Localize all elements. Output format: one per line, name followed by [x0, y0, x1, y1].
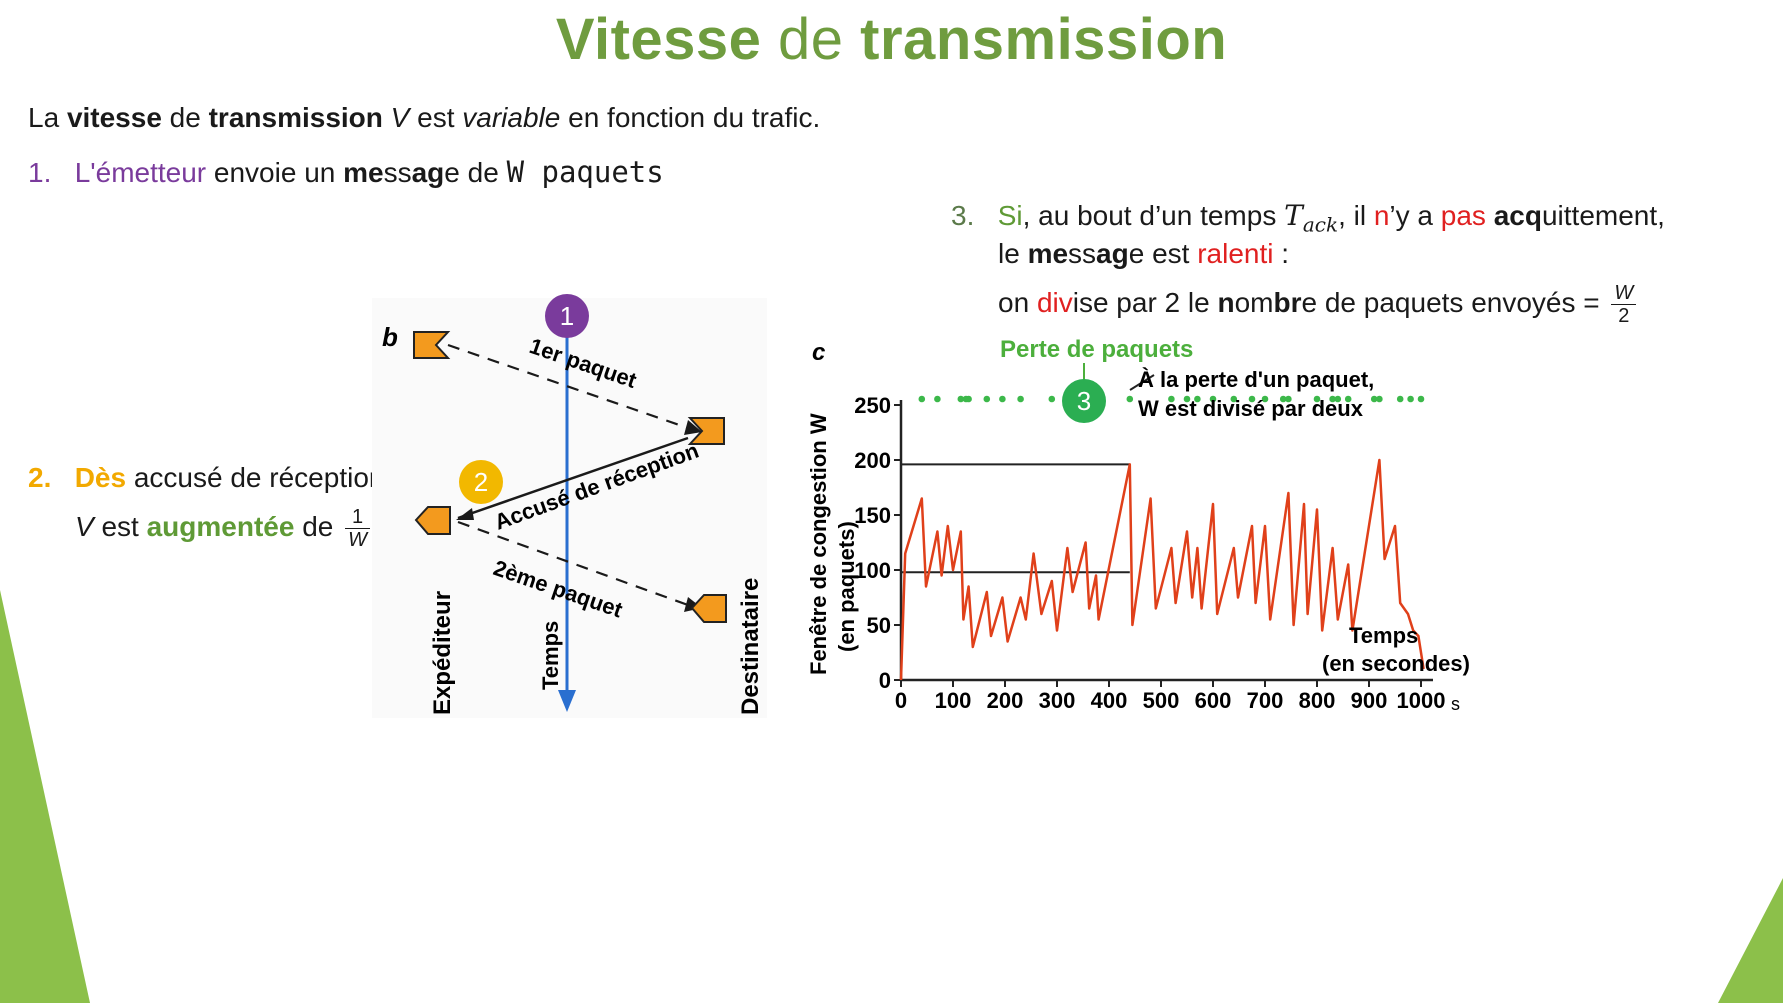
loss-dot	[1248, 395, 1256, 403]
loss-dot	[1230, 395, 1238, 403]
loss-dot	[1209, 395, 1217, 403]
y-tick-label: 250	[854, 393, 891, 418]
reference-lines	[901, 463, 1130, 574]
y-tick-label: 150	[854, 503, 891, 528]
loss-dot	[1396, 395, 1404, 403]
badge-step-2: 2	[459, 460, 503, 504]
sender-flag-1	[413, 331, 451, 359]
x-tick-label: 500	[1143, 688, 1180, 713]
green-corner-left	[0, 590, 90, 1003]
step-2-line-1: 2. Dès accusé de réception,	[28, 462, 393, 493]
step-3-line-1: 3. Si, au bout d’un temps Tack, il n’y a…	[951, 199, 1665, 237]
loss-dot	[1329, 395, 1336, 403]
badge-step-3: 3	[1062, 379, 1106, 423]
step-1: 1. L'émetteur envoie un message de W paq…	[28, 155, 664, 189]
loss-dot	[965, 395, 972, 403]
y-axis-label-line-2: (en paquets)	[834, 521, 859, 652]
green-corner-right	[1718, 878, 1783, 1003]
sender-label: Expéditeur	[429, 591, 456, 715]
loss-dot	[1194, 395, 1201, 403]
x-tick-label: 300	[1039, 688, 1076, 713]
chart-axes	[899, 400, 1433, 682]
first-packet-arrowhead	[684, 420, 702, 435]
annotation-pointer	[1129, 374, 1155, 391]
page-title: Vitesse de transmission	[555, 7, 1228, 72]
ack-line	[457, 436, 689, 520]
loss-dot	[999, 395, 1006, 403]
panel-letter-b: b	[382, 322, 398, 352]
packet-loss-label: Perte de paquets	[1000, 336, 1193, 363]
time-arrow-head	[558, 690, 576, 712]
y-tick-label: 100	[854, 558, 891, 583]
loss-dot	[983, 395, 991, 403]
x-tick-label: 0	[895, 688, 907, 713]
congestion-window-series	[899, 458, 1425, 681]
loss-dot	[1285, 395, 1292, 403]
panel-letter-c: c	[812, 339, 825, 366]
congestion-window-chart: c Fenêtre de congestion W (en paquets) P…	[806, 336, 1470, 714]
annotation-line-1: À la perte d'un paquet,	[1138, 367, 1374, 392]
y-tick-label: 200	[854, 448, 891, 473]
chart-ticks: 0 100 200 300 400 500 600 700 800 900 1000 s 0 50 100 1…	[854, 393, 1460, 714]
x-tick-label: 800	[1299, 688, 1336, 713]
x-tick-label: 200	[987, 688, 1024, 713]
x-axis-label-line-1: Temps	[1349, 623, 1418, 648]
ack-arrowhead	[456, 508, 474, 520]
x-tick-label: 900	[1351, 688, 1388, 713]
receiver-label: Destinataire	[737, 578, 764, 715]
loss-dot	[1126, 395, 1134, 403]
loss-dot	[1344, 395, 1352, 403]
loss-dot	[1017, 395, 1024, 403]
x-tick-label: 700	[1247, 688, 1284, 713]
annotation-line-2: W est divisé par deux	[1138, 396, 1364, 421]
step-3-line-3: on divise par 2 le nombre de paquets env…	[998, 282, 1637, 327]
y-axis-label-line-1: Fenêtre de congestion W	[806, 413, 831, 675]
loss-dot	[918, 395, 926, 403]
first-packet-line	[447, 343, 689, 430]
packet-exchange-diagram: b 1er paquet Accusé de réception 2ème pa…	[372, 298, 767, 718]
sender-flag-2	[414, 506, 451, 535]
step-3-line-2: le message est ralenti :	[998, 238, 1290, 269]
loss-dot	[934, 395, 941, 403]
loss-dot	[1279, 395, 1287, 403]
loss-dot	[957, 395, 965, 403]
badge-step-1: 1	[545, 294, 589, 338]
x-tick-label: 100	[935, 688, 972, 713]
loss-dot	[1313, 395, 1321, 403]
loss-dot	[1376, 395, 1383, 403]
loss-dot	[1183, 395, 1191, 403]
time-label: Temps	[538, 621, 563, 690]
x-unit-label: s	[1451, 694, 1460, 714]
loss-dot	[1261, 395, 1269, 403]
loss-dot	[1168, 395, 1175, 403]
intro-sentence: La vitesse de transmission V est variabl…	[28, 102, 821, 133]
y-tick-label: 0	[879, 668, 891, 693]
receiver-flag-1	[687, 417, 725, 445]
y-tick-label: 50	[867, 613, 891, 638]
loss-dot	[1048, 395, 1056, 403]
loss-dot	[1370, 395, 1378, 403]
loss-dot	[1417, 395, 1425, 403]
x-tick-label: 400	[1091, 688, 1128, 713]
x-axis-label-line-2: (en secondes)	[1322, 651, 1470, 676]
receiver-flag-2	[690, 594, 727, 623]
x-tick-label: 1000	[1397, 688, 1446, 713]
loss-dot	[1334, 395, 1342, 403]
x-tick-label: 600	[1195, 688, 1232, 713]
loss-dot	[1407, 395, 1414, 403]
